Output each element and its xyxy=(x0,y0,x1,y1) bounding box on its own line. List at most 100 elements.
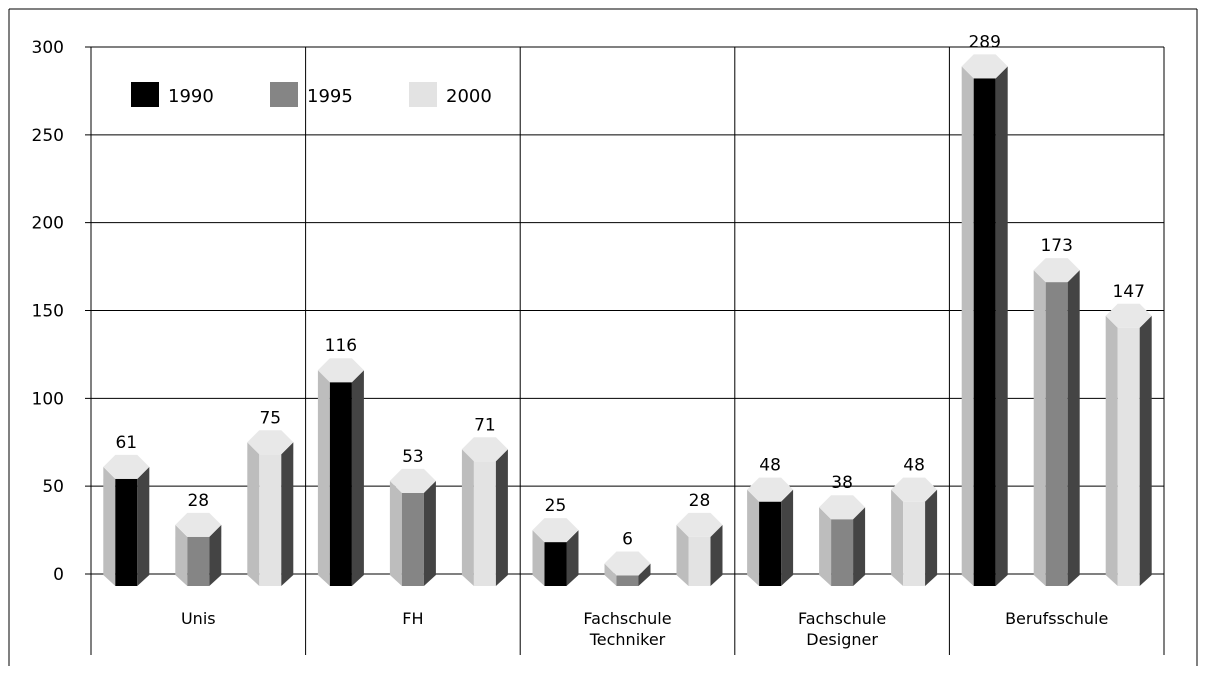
bar-face-right xyxy=(137,466,150,586)
bar-face-left xyxy=(819,507,832,586)
bar-1990-2 xyxy=(532,518,579,586)
bar-2000-0 xyxy=(247,430,294,586)
data-label: 48 xyxy=(903,456,925,476)
y-tick-label: 100 xyxy=(32,389,64,409)
bar-face-right xyxy=(710,524,723,586)
bar-cap xyxy=(461,437,508,462)
x-tick-label: Berufsschule xyxy=(1005,609,1108,628)
bar-2000-2 xyxy=(676,512,723,586)
y-tick-label: 300 xyxy=(32,38,64,58)
bar-face-left xyxy=(1033,270,1046,586)
bar-2000-4 xyxy=(1105,303,1152,586)
bar-face-right xyxy=(351,370,364,586)
legend-item-1990: 1990 xyxy=(131,82,214,107)
bar-face-front xyxy=(1117,327,1140,586)
bar-face-left xyxy=(961,66,974,586)
bar-face-front xyxy=(544,542,567,586)
bar-1995-1 xyxy=(389,468,436,586)
bar-cap xyxy=(1105,303,1152,328)
bar-face-left xyxy=(747,489,760,586)
bar-face-front xyxy=(115,478,138,586)
bar-face-front xyxy=(903,501,926,586)
bar-1990-3 xyxy=(747,477,794,586)
data-label: 289 xyxy=(968,32,1000,52)
legend-label: 1990 xyxy=(168,86,214,107)
bar-cap xyxy=(747,477,794,502)
bar-cap xyxy=(676,512,723,537)
bar-cap xyxy=(604,551,651,576)
bar-face-front xyxy=(831,519,854,586)
bar-face-front xyxy=(473,461,496,586)
bar-cap xyxy=(1033,258,1080,283)
bar-1990-1 xyxy=(317,358,364,586)
data-label: 71 xyxy=(474,415,496,435)
y-tick-label: 50 xyxy=(42,477,64,497)
legend-item-1995: 1995 xyxy=(270,82,353,107)
data-label: 48 xyxy=(759,456,781,476)
bar-2000-3 xyxy=(891,477,938,586)
data-label: 116 xyxy=(325,336,357,356)
bar-cap xyxy=(891,477,938,502)
bar-face-front xyxy=(1045,282,1068,586)
bar-face-right xyxy=(209,524,222,586)
data-label: 53 xyxy=(402,447,424,467)
bar-face-left xyxy=(389,480,402,586)
bar-face-front xyxy=(973,78,996,586)
legend-item-2000: 2000 xyxy=(409,82,492,107)
bar-face-right xyxy=(566,530,579,586)
bar-face-right xyxy=(423,480,436,586)
bar-cap xyxy=(247,430,294,455)
bar-1995-4 xyxy=(1033,258,1080,586)
bar-face-front xyxy=(616,575,639,586)
bar-cap xyxy=(389,468,436,493)
data-label: 25 xyxy=(545,496,567,516)
bar-face-right xyxy=(1139,315,1152,586)
data-label: 61 xyxy=(115,433,137,453)
x-tick-label: Unis xyxy=(181,609,216,628)
bar-1990-4 xyxy=(961,54,1008,586)
x-tick-label: Designer xyxy=(806,630,878,649)
bar-face-left xyxy=(676,524,689,586)
bar-face-left xyxy=(604,563,617,586)
y-tick-label: 250 xyxy=(32,126,64,146)
bar-face-left xyxy=(461,449,474,586)
data-label: 173 xyxy=(1040,236,1072,256)
legend-label: 2000 xyxy=(446,86,492,107)
legend-swatch xyxy=(270,82,298,107)
bar-face-right xyxy=(495,449,508,586)
bar-face-left xyxy=(175,524,188,586)
bar-cap xyxy=(819,495,866,520)
bar-face-right xyxy=(1067,270,1080,586)
data-label: 38 xyxy=(831,473,853,493)
bar-face-front xyxy=(759,501,782,586)
y-tick-label: 200 xyxy=(32,214,64,234)
bar-face-right xyxy=(638,563,651,586)
bar-face-front xyxy=(401,492,424,586)
bar-face-front xyxy=(187,536,210,586)
data-label: 6 xyxy=(622,529,633,549)
bar-face-right xyxy=(853,507,866,586)
x-tick-label: Fachschule xyxy=(583,609,671,628)
bar-face-right xyxy=(281,442,294,586)
legend-swatch xyxy=(409,82,437,107)
data-label: 147 xyxy=(1112,282,1144,302)
bar-face-left xyxy=(1105,315,1118,586)
bar-2000-1 xyxy=(461,437,508,586)
bar-face-front xyxy=(259,454,282,586)
y-tick-label: 150 xyxy=(32,302,64,322)
x-tick-label: Fachschule xyxy=(798,609,886,628)
bar-face-right xyxy=(925,489,938,586)
bar-cap xyxy=(961,54,1008,79)
bar-cap xyxy=(532,518,579,543)
bar-face-front xyxy=(688,536,711,586)
bar-1995-0 xyxy=(175,512,222,586)
legend-label: 1995 xyxy=(307,86,353,107)
bar-face-front xyxy=(329,382,352,586)
bar-face-left xyxy=(317,370,330,586)
data-label: 28 xyxy=(187,491,209,511)
y-tick-label: 0 xyxy=(53,565,64,585)
bar-cap xyxy=(175,512,222,537)
bar-face-left xyxy=(891,489,904,586)
